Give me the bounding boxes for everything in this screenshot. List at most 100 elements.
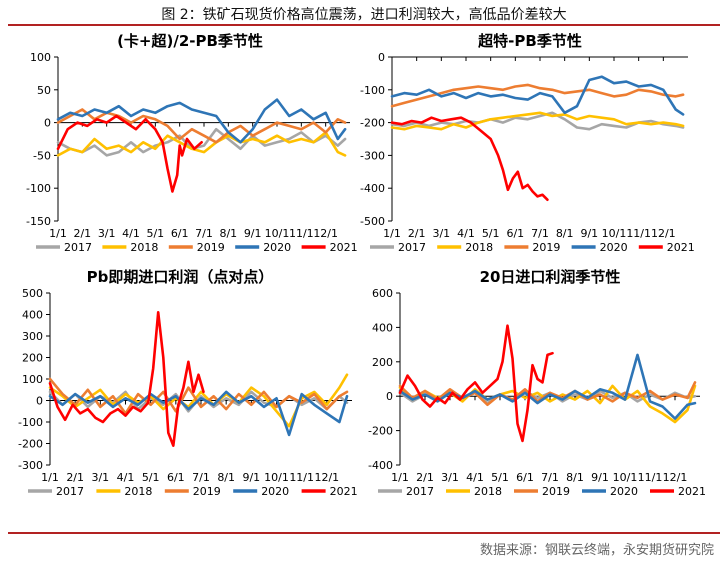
y-tick-label: 100 [22, 373, 43, 386]
x-tick-label: 8/1 [566, 471, 584, 484]
legend-label-2017: 2017 [64, 241, 92, 254]
legend-label-2018: 2018 [130, 241, 158, 254]
legend-label-2019: 2019 [193, 485, 221, 498]
legend-label-2018: 2018 [124, 485, 152, 498]
x-tick-label: 1/1 [49, 227, 67, 240]
x-tick-label: 1/1 [383, 227, 401, 240]
x-tick-label: 6/1 [171, 227, 189, 240]
series-line-2019 [390, 83, 685, 108]
x-tick-label: 11/1 [289, 471, 314, 484]
y-tick-label: -500 [360, 215, 385, 228]
series-line-2018 [390, 111, 685, 131]
x-tick-label: 6/1 [516, 471, 534, 484]
series-line-2019 [398, 381, 697, 407]
x-tick-label: 7/1 [192, 471, 210, 484]
legend-label-2021: 2021 [330, 241, 358, 254]
x-tick-label: 9/1 [580, 227, 598, 240]
x-tick-label: 11/1 [289, 227, 314, 240]
chart-pb-spot-import-profit: Pb即期进口利润（点对点） 500 400 300 200 100 0 -100 -200 -30… [18, 268, 358, 498]
x-tick-label: 11/1 [626, 227, 651, 240]
x-tick-label: 8/1 [556, 227, 574, 240]
x-tick-label: 9/1 [591, 471, 609, 484]
y-tick-label: -300 [18, 459, 43, 472]
legend-label-2018: 2018 [465, 241, 493, 254]
x-tick-label: 5/1 [142, 471, 160, 484]
y-tick-label: -200 [360, 117, 385, 130]
legend-label-2019: 2019 [532, 241, 560, 254]
legend-label-2017: 2017 [398, 241, 426, 254]
x-tick-label: 3/1 [432, 227, 450, 240]
y-tick-label: 0 [36, 395, 43, 408]
y-tick-label: 0 [386, 390, 393, 403]
legend-label-2021: 2021 [678, 485, 706, 498]
x-tick-label: 2/1 [416, 471, 434, 484]
x-tick-label: 1/1 [391, 471, 409, 484]
x-tick-label: 1/1 [41, 471, 59, 484]
x-tick-label: 10/1 [613, 471, 638, 484]
x-tick-label: 7/1 [541, 471, 559, 484]
y-tick-label: 0 [378, 51, 385, 64]
y-tick-label: -300 [360, 149, 385, 162]
x-tick-label: 11/1 [638, 471, 663, 484]
legend-label-2019: 2019 [542, 485, 570, 498]
series-line-2019 [56, 108, 347, 144]
x-tick-label: 9/1 [242, 471, 260, 484]
y-tick-label: -100 [18, 416, 43, 429]
x-tick-label: 12/1 [663, 471, 688, 484]
series-line-2018 [56, 131, 347, 157]
x-tick-label: 2/1 [73, 227, 91, 240]
y-tick-label: -400 [368, 459, 393, 472]
y-tick-label: 300 [22, 330, 43, 343]
x-tick-label: 8/1 [217, 471, 235, 484]
y-tick-label: 0 [44, 117, 51, 130]
legend-label-2019: 2019 [197, 241, 225, 254]
y-tick-label: 50 [37, 84, 51, 97]
series-line-2021 [398, 324, 554, 443]
x-tick-label: 3/1 [441, 471, 459, 484]
legend-label-2018: 2018 [474, 485, 502, 498]
x-tick-label: 3/1 [98, 227, 116, 240]
x-tick-label: 4/1 [122, 227, 140, 240]
series-line-2020 [390, 75, 685, 116]
x-tick-label: 4/1 [466, 471, 484, 484]
x-tick-label: 2/1 [66, 471, 84, 484]
legend-label-2017: 2017 [406, 485, 434, 498]
x-tick-label: 5/1 [146, 227, 164, 240]
top-rule [8, 24, 720, 26]
y-tick-label: -100 [360, 84, 385, 97]
x-tick-label: 12/1 [314, 471, 339, 484]
series-line-2020 [56, 98, 347, 144]
x-tick-label: 8/1 [219, 227, 237, 240]
series-line-2021 [390, 116, 549, 201]
x-tick-label: 10/1 [264, 471, 289, 484]
x-tick-label: 7/1 [531, 227, 549, 240]
series-line-2021 [56, 114, 203, 193]
y-tick-label: -200 [368, 425, 393, 438]
x-tick-label: 6/1 [506, 227, 524, 240]
legend-label-2017: 2017 [56, 485, 84, 498]
x-tick-label: 6/1 [167, 471, 185, 484]
chart-title: (卡+超)/2-PB季节性 [117, 32, 263, 50]
series-line-2019 [48, 377, 349, 415]
x-tick-label: 12/1 [313, 227, 338, 240]
series-line-2021 [48, 310, 205, 447]
y-tick-label: 500 [22, 287, 43, 300]
x-tick-label: 4/1 [117, 471, 135, 484]
y-tick-label: -100 [26, 182, 51, 195]
legend-label-2021: 2021 [330, 485, 358, 498]
legend-label-2020: 2020 [263, 241, 291, 254]
y-tick-label: -200 [18, 438, 43, 451]
legend-label-2020: 2020 [600, 241, 628, 254]
bottom-rule [8, 532, 720, 534]
y-tick-label: 200 [372, 356, 393, 369]
y-tick-label: 200 [22, 352, 43, 365]
x-tick-label: 9/1 [244, 227, 262, 240]
x-tick-label: 4/1 [457, 227, 475, 240]
legend-label-2020: 2020 [610, 485, 638, 498]
chart-title: Pb即期进口利润（点对点） [87, 268, 274, 286]
source-note: 数据来源：钢联云终端，永安期货研究院 [479, 543, 714, 558]
x-tick-label: 10/1 [602, 227, 627, 240]
series-line-2017 [390, 111, 685, 131]
